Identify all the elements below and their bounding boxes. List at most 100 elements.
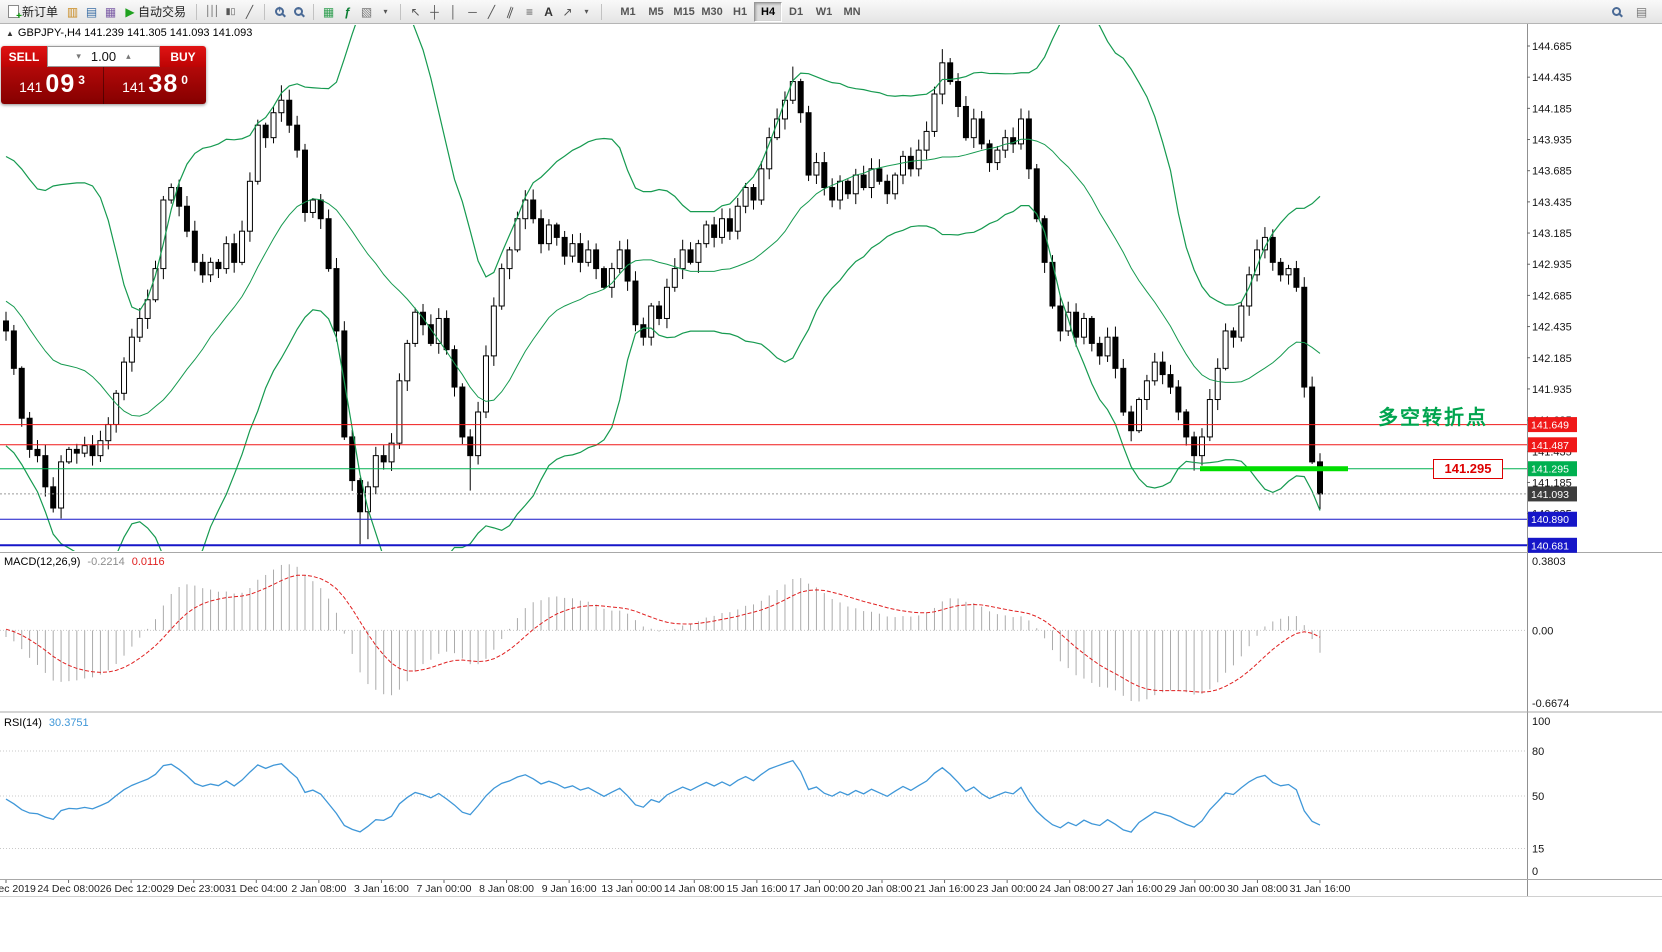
- svg-text:27 Jan 16:00: 27 Jan 16:00: [1102, 883, 1163, 895]
- market-watch-icon[interactable]: ▤: [85, 4, 98, 19]
- shapes-dropdown-icon[interactable]: ▾: [584, 6, 589, 16]
- svg-text:141.487: 141.487: [1531, 440, 1569, 452]
- profiles-icon[interactable]: ▥: [66, 4, 79, 19]
- toolbar-separator: [313, 3, 315, 20]
- svg-text:9 Jan 16:00: 9 Jan 16:00: [542, 883, 597, 895]
- axis-badge-140.890: [1528, 511, 1577, 527]
- channel-icon[interactable]: ∥: [505, 3, 516, 20]
- horizontal-line-icon[interactable]: ─: [468, 4, 477, 19]
- svg-text:140.890: 140.890: [1531, 514, 1569, 526]
- svg-text:13 Jan 00:00: 13 Jan 00:00: [601, 883, 662, 895]
- svg-text:15: 15: [1532, 844, 1544, 856]
- tf-button-m15[interactable]: M15: [673, 5, 695, 18]
- toolbar-separator: [196, 3, 198, 20]
- svg-text:142.185: 142.185: [1532, 353, 1572, 365]
- line-chart-icon[interactable]: ╱: [245, 4, 254, 19]
- tf-button-d1[interactable]: D1: [789, 5, 804, 18]
- toolbar-separator: [264, 3, 266, 20]
- macd-pane: [0, 564, 1527, 702]
- svg-text:143.435: 143.435: [1532, 197, 1572, 209]
- svg-text:31 Dec 04:00: 31 Dec 04:00: [225, 883, 288, 895]
- navigator-icon[interactable]: ▦: [104, 4, 117, 19]
- toolbar-right-group: ▤: [1608, 3, 1658, 20]
- chart-canvas[interactable]: 144.685 144.435 144.185 143.935 143.685 143.4…: [0, 24, 1662, 897]
- tf-button-m1[interactable]: M1: [620, 5, 636, 18]
- svg-text:20 Jan 08:00: 20 Jan 08:00: [852, 883, 913, 895]
- svg-text:143.935: 143.935: [1532, 135, 1572, 147]
- text-label-icon[interactable]: A: [544, 4, 553, 19]
- sell-button[interactable]: SELL: [1, 46, 47, 67]
- svg-text:17 Jan 00:00: 17 Jan 00:00: [789, 883, 850, 895]
- axis-badge-141.649: [1528, 417, 1577, 433]
- buy-price-big: 38: [148, 70, 179, 98]
- sell-price-big: 09: [45, 70, 76, 98]
- tf-button-m5[interactable]: M5: [648, 5, 664, 18]
- svg-text:3 Jan 16:00: 3 Jan 16:00: [354, 883, 409, 895]
- timeframe-buttons: M1 M5 M15 M30 H1 H4 D1 W1 MN: [614, 1, 866, 22]
- sell-price[interactable]: 141 09 3: [1, 67, 104, 104]
- templates-icon[interactable]: ▧: [360, 4, 373, 19]
- volume-down-icon[interactable]: ▾: [76, 51, 81, 61]
- candlesticks: [3, 49, 1323, 545]
- auto-trading-label: 自动交易: [138, 5, 187, 19]
- price-callout[interactable]: 141.295: [1433, 459, 1503, 479]
- one-click-trading-panel: SELL ▾ 1.00 ▴ BUY 141 09 3 141 38 0: [1, 46, 206, 104]
- cursor-icon[interactable]: ↖: [410, 4, 421, 19]
- tf-button-m30[interactable]: M30: [701, 5, 723, 18]
- toolbar: 新订单 ▥ ▤ ▦ ▶ 自动交易 │││ ▮▯ ╱ + − ▦ ƒ ▧ ▾ ↖ …: [0, 0, 1662, 24]
- rsi-value: 30.3751: [48, 717, 89, 729]
- buy-price[interactable]: 141 38 0: [104, 67, 206, 104]
- zoom-out-icon[interactable]: −: [294, 4, 304, 16]
- auto-trading-button[interactable]: ▶ 自动交易: [121, 2, 190, 22]
- sell-price-sup: 3: [78, 73, 85, 87]
- svg-text:30 Jan 08:00: 30 Jan 08:00: [1227, 883, 1288, 895]
- rsi-indicator-label: RSI(14) 30.3751: [4, 717, 89, 729]
- play-icon: ▶: [125, 4, 135, 19]
- svg-text:-0.6674: -0.6674: [1532, 698, 1569, 710]
- rsi-pane: [0, 750, 1527, 849]
- svg-text:29 Jan 00:00: 29 Jan 00:00: [1164, 883, 1225, 895]
- axis-badge-141.093: [1528, 486, 1577, 502]
- chinese-annotation: 多空转折点: [1378, 407, 1488, 429]
- crosshair-icon[interactable]: ┼: [430, 4, 439, 19]
- candlestick-chart-icon[interactable]: ▮▯: [225, 6, 236, 16]
- svg-text:141.649: 141.649: [1531, 420, 1569, 432]
- svg-text:24 Dec 08:00: 24 Dec 08:00: [37, 883, 100, 895]
- volume-up-icon[interactable]: ▴: [126, 51, 131, 61]
- buy-button[interactable]: BUY: [160, 46, 206, 67]
- horizontal-lines[interactable]: [0, 424, 1527, 547]
- svg-text:142.935: 142.935: [1532, 259, 1572, 271]
- fibonacci-icon[interactable]: ≡: [526, 4, 534, 19]
- svg-text:0.3803: 0.3803: [1532, 556, 1566, 568]
- tile-windows-icon[interactable]: ▦: [322, 4, 335, 19]
- svg-text:80: 80: [1532, 746, 1544, 758]
- tf-button-w1[interactable]: W1: [815, 5, 833, 18]
- window-grid-icon[interactable]: ▤: [1635, 4, 1648, 19]
- svg-text:144.185: 144.185: [1532, 103, 1572, 115]
- new-order-button[interactable]: 新订单: [4, 2, 62, 22]
- search-icon[interactable]: [1608, 3, 1625, 20]
- tf-button-mn[interactable]: MN: [843, 5, 861, 18]
- tf-button-h4[interactable]: H4: [754, 1, 783, 22]
- templates-dropdown-icon[interactable]: ▾: [383, 6, 388, 16]
- svg-text:0: 0: [1532, 866, 1538, 878]
- buy-price-sup: 0: [181, 73, 188, 87]
- svg-text:143.685: 143.685: [1532, 166, 1572, 178]
- svg-text:140.681: 140.681: [1531, 540, 1569, 552]
- zoom-in-icon[interactable]: +: [275, 4, 285, 16]
- bar-chart-icon[interactable]: │││: [205, 5, 220, 17]
- tf-button-h1[interactable]: H1: [733, 5, 748, 18]
- arrows-icon[interactable]: ↗: [562, 4, 573, 19]
- svg-text:21 Jan 16:00: 21 Jan 16:00: [914, 883, 975, 895]
- indicators-icon[interactable]: ƒ: [344, 4, 351, 19]
- volume-stepper[interactable]: ▾ 1.00 ▴: [47, 46, 160, 67]
- price-axis[interactable]: 144.685 144.435 144.185 143.935 143.685 143.4…: [0, 24, 1662, 897]
- trendline-icon[interactable]: ╱: [487, 4, 496, 19]
- svg-text:100: 100: [1532, 716, 1550, 728]
- svg-text:23 Dec 2019: 23 Dec 2019: [0, 883, 36, 895]
- vertical-line-icon[interactable]: │: [449, 4, 458, 19]
- volume-value[interactable]: 1.00: [90, 49, 117, 64]
- support-line-segment[interactable]: [1200, 466, 1348, 472]
- axis-badge-141.295: [1528, 461, 1577, 477]
